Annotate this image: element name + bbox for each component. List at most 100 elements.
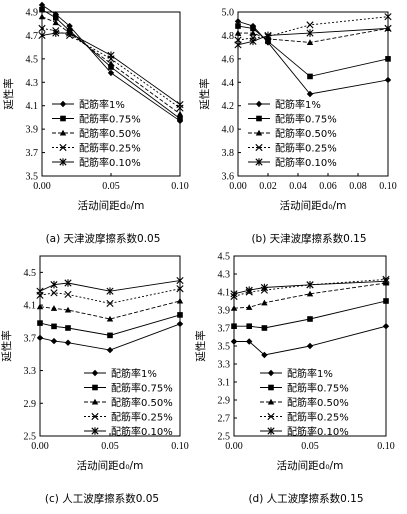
data-point — [53, 15, 59, 21]
x-tick-label: 0.10 — [171, 441, 189, 452]
legend-label: 配筋率0.25% — [111, 410, 173, 423]
y-tick-label: 4.0 — [222, 125, 235, 136]
data-point — [246, 338, 253, 345]
x-tick-label: 0.08 — [349, 181, 367, 192]
y-tick-label: 4.1 — [26, 101, 39, 112]
y-tick-label: 3.5 — [26, 172, 39, 183]
data-point — [306, 290, 314, 297]
data-point — [52, 29, 60, 37]
x-tick-label: 0.10 — [377, 441, 395, 452]
y-tick-label: 5.0 — [222, 8, 235, 19]
legend-label: 配筋率0.75% — [275, 112, 337, 125]
panel-caption: (a) 天津波摩擦系数0.05 — [46, 232, 161, 245]
legend: 配筋率1%配筋率0.75% 配筋率0.50%配筋率0.25% 配筋率0.10% — [248, 98, 337, 169]
x-tick-label: 0.10 — [379, 181, 397, 192]
data-point — [176, 276, 184, 285]
legend-label: 配筋率0.75% — [111, 381, 173, 394]
data-point — [230, 338, 238, 345]
data-point — [385, 56, 391, 62]
legend: 配筋率1%配筋率0.75% 配筋率0.50%配筋率0.25% 配筋率0.10% — [260, 367, 349, 438]
data-point — [230, 305, 238, 311]
y-tick-label: 2.5 — [24, 432, 37, 443]
legend-marker — [267, 369, 275, 377]
legend-marker — [268, 384, 274, 391]
legend-marker — [59, 129, 67, 136]
legend-label: 配筋率0.25% — [287, 410, 349, 423]
data-point — [306, 342, 314, 350]
data-point — [307, 73, 313, 80]
y-tick-label: 2.7 — [218, 414, 231, 425]
panel-caption: (b) 天津波摩擦系数0.15 — [251, 232, 366, 245]
y-tick-label: 2.9 — [218, 396, 231, 407]
y-axis-label: 延性率 — [2, 78, 15, 110]
legend-label: 配筋率1% — [287, 367, 333, 380]
series-line — [234, 300, 387, 329]
data-point — [176, 320, 184, 328]
x-tick-label: 0.00 — [31, 441, 49, 452]
chart-panel-b: 3.6 3.8 4.0 4.2 4.4 4.6 4.8 5.0 0.00 0.02 0.04 0.06… — [198, 8, 397, 246]
y-tick-label: 4.1 — [24, 301, 37, 312]
data-point — [307, 316, 313, 322]
data-point — [306, 90, 314, 98]
y-tick-label: 2.9 — [24, 399, 37, 410]
data-point — [234, 29, 242, 36]
legend-marker — [255, 158, 263, 166]
data-point — [384, 13, 392, 21]
series-5 — [38, 29, 184, 109]
y-tick-label: 3.5 — [218, 342, 231, 353]
x-tick-label: 0.00 — [33, 181, 51, 192]
data-point — [66, 22, 73, 30]
y-tick-label: 3.7 — [26, 148, 39, 159]
series-4 — [36, 285, 184, 308]
data-point — [107, 60, 115, 67]
y-tick-label: 3.3 — [218, 360, 231, 371]
legend-label: 配筋率0.10% — [287, 425, 349, 438]
legend-marker — [255, 143, 263, 152]
chart-panel-c: 2.5 2.9 3.3 3.7 4.1 4.5 0.00 0.05 0.10 活动间距d₀/m 延性… — [0, 255, 189, 505]
y-tick-label: 4.5 — [24, 268, 37, 279]
y-tick-label: 4.8 — [222, 31, 235, 42]
data-point — [234, 18, 242, 25]
legend-marker — [59, 143, 67, 152]
chart-panel-a: 3.5 3.7 3.9 4.1 4.3 4.5 4.7 4.9 0.00 0.05 0.10 活动间距… — [2, 1, 189, 245]
data-point — [52, 19, 59, 26]
data-point — [65, 325, 71, 331]
legend-marker — [267, 398, 275, 405]
x-tick-label: 0.00 — [229, 181, 247, 192]
series-line — [39, 300, 181, 320]
y-tick-label: 4.6 — [222, 54, 235, 65]
data-point — [382, 277, 390, 285]
data-point — [38, 31, 46, 40]
data-point — [383, 298, 389, 304]
data-point — [36, 334, 44, 342]
legend-label: 配筋率0.10% — [275, 156, 337, 169]
legend-label: 配筋率0.10% — [111, 425, 173, 438]
x-tick-label: 0.10 — [171, 181, 189, 192]
y-tick-label: 4.3 — [26, 78, 39, 89]
legend-label: 配筋率1% — [79, 98, 125, 111]
y-tick-label: 3.1 — [218, 378, 231, 389]
series-2 — [37, 312, 183, 339]
data-point — [50, 305, 58, 311]
y-tick-label: 4.2 — [222, 101, 235, 112]
y-axis-label: 延性率 — [194, 330, 207, 362]
series-line — [237, 16, 389, 41]
data-point — [230, 290, 238, 298]
y-tick-label: 4.9 — [26, 8, 39, 19]
legend-label: 配筋率0.75% — [287, 381, 349, 394]
data-point — [107, 69, 115, 77]
x-axis-label: 活动间距d₀/m — [78, 199, 145, 212]
series-3 — [230, 279, 390, 311]
data-point — [245, 286, 253, 294]
series-1 — [230, 323, 390, 359]
data-point — [264, 31, 272, 40]
legend-label: 配筋率0.50% — [287, 396, 349, 409]
y-tick-label: 4.3 — [218, 270, 231, 281]
data-point — [50, 280, 58, 289]
series-2 — [231, 298, 389, 331]
legend-marker — [255, 100, 263, 108]
x-tick-label: 0.05 — [101, 441, 119, 452]
data-point — [306, 21, 314, 29]
x-tick-label: 0.05 — [301, 441, 319, 452]
data-point — [261, 299, 268, 306]
